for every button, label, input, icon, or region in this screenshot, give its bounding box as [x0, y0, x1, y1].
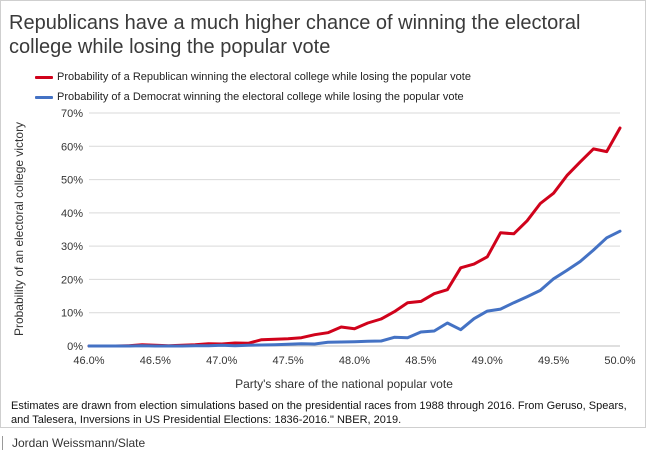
series-line-republican	[87, 126, 622, 348]
line-chart: 0% 10% 20% 30% 40% 50% 60% 70% 46.0% 46.5% 47.0% 47…	[12, 108, 636, 391]
y-tick-label: 20%	[61, 274, 83, 286]
legend-item-republican: Probability of a Republican winning the …	[35, 67, 471, 87]
x-tick-label: 46.0%	[73, 355, 104, 367]
x-axis-title: Party's share of the national popular vo…	[235, 377, 453, 391]
legend-item-democrat: Probability of a Democrat winning the el…	[35, 87, 471, 107]
y-tick-label: 70%	[61, 108, 83, 120]
x-tick-label: 49.5%	[538, 355, 569, 367]
legend-swatch-democrat	[35, 95, 53, 99]
credit-divider	[2, 436, 3, 450]
chart-card: Republicans have a much higher chance of…	[0, 0, 646, 428]
legend-swatch-republican	[35, 75, 53, 79]
axes: 0% 10% 20% 30% 40% 50% 60% 70% 46.0% 46.5% 47.0% 47…	[61, 108, 636, 367]
x-tick-label: 47.0%	[206, 355, 237, 367]
chart-title: Republicans have a much higher chance of…	[9, 12, 581, 58]
y-tick-label: 60%	[61, 141, 83, 153]
x-tick-label: 46.5%	[140, 355, 171, 367]
legend-label-republican: Probability of a Republican winning the …	[57, 71, 471, 83]
series-line-democrat	[87, 229, 622, 348]
y-tick-label: 40%	[61, 208, 83, 220]
x-tick-label: 47.5%	[273, 355, 304, 367]
x-tick-label: 50.0%	[604, 355, 635, 367]
legend: Probability of a Republican winning the …	[35, 67, 471, 107]
footnote: Estimates are drawn from election simula…	[11, 400, 627, 426]
x-tick-label: 48.0%	[339, 355, 370, 367]
x-tick-label: 48.5%	[405, 355, 436, 367]
x-tick-label: 49.0%	[472, 355, 503, 367]
series-lines	[87, 126, 622, 348]
y-axis-title: Probability of an electoral college vict…	[12, 122, 26, 336]
y-tick-label: 30%	[61, 241, 83, 253]
y-tick-label: 50%	[61, 175, 83, 187]
legend-label-democrat: Probability of a Democrat winning the el…	[57, 91, 464, 103]
y-tick-label: 0%	[67, 341, 83, 353]
gridlines	[89, 112, 620, 314]
y-tick-label: 10%	[61, 308, 83, 320]
photo-credit: Jordan Weissmann/Slate	[12, 436, 146, 450]
